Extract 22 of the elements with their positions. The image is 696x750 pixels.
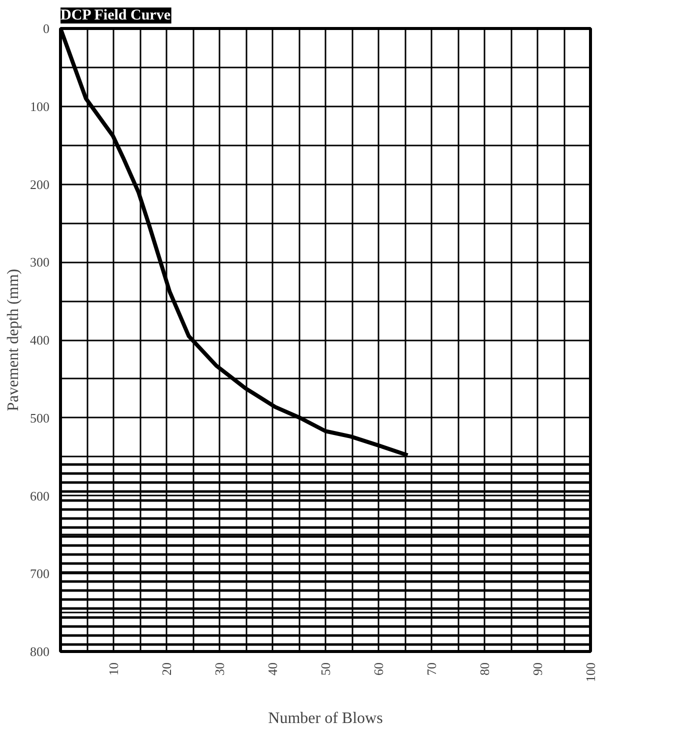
x-tick-label: 10 [106,662,121,676]
y-tick-label: 500 [30,410,50,426]
y-tick-label: 100 [30,98,50,114]
x-tick-label: 70 [424,662,439,676]
y-tick-label: 0 [43,21,50,36]
y-axis-title: Pavement depth (mm) [5,268,22,412]
x-tick-label: 60 [371,662,386,676]
x-tick-label: 100 [583,662,598,682]
x-tick-label: 80 [477,662,492,676]
y-tick-label: 300 [30,254,50,270]
y-tick-label: 200 [30,176,50,192]
chart-title: DCP Field Curve [60,8,171,24]
x-tick-label: 20 [159,662,174,676]
x-tick-label: 40 [265,662,280,676]
x-tick-label: 30 [212,662,227,676]
x-tick-label: 50 [318,662,333,676]
x-axis-title: Number of Blows [268,710,383,727]
x-tick-label: 90 [530,662,545,676]
y-tick-label: 700 [30,566,50,582]
y-tick-label: 800 [30,644,50,659]
y-tick-label: 600 [30,488,50,504]
y-tick-label: 400 [30,332,50,348]
